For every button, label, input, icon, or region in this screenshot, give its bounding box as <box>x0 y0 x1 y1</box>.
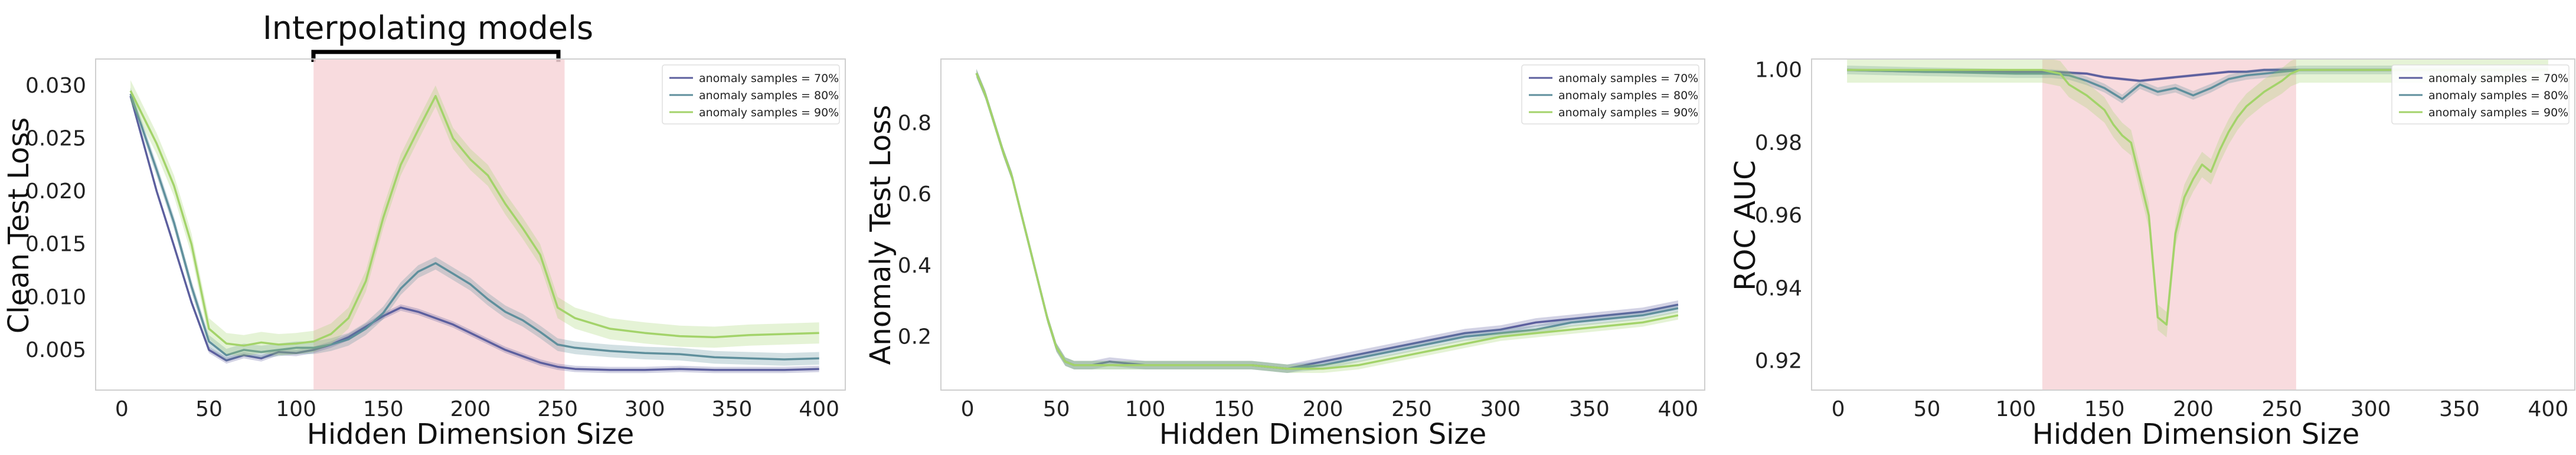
plot-frame <box>940 58 1705 391</box>
legend-label: anomaly samples = 80% <box>1558 89 1698 102</box>
x-tick-label: 150 <box>2084 397 2125 421</box>
y-tick-label: 1.00 <box>1755 58 1802 82</box>
legend-label: anomaly samples = 70% <box>1558 72 1698 85</box>
interpolation-region <box>2042 59 2296 390</box>
x-tick-label: 300 <box>625 397 665 421</box>
x-tick-label: 150 <box>1214 397 1254 421</box>
interpolating-annotation: Interpolating models <box>263 9 593 62</box>
x-tick-label: 50 <box>195 397 223 421</box>
x-tick-label: 50 <box>1043 397 1070 421</box>
series-line-s70 <box>129 96 819 371</box>
x-tick-label: 50 <box>1914 397 1941 421</box>
annotation-bracket <box>311 50 561 62</box>
legend-label: anomaly samples = 70% <box>2428 72 2568 85</box>
y-tick-label: 0.025 <box>25 126 86 150</box>
y-tick-label: 0.2 <box>898 325 931 349</box>
x-tick-label: 150 <box>363 397 404 421</box>
x-tick-label: 0 <box>1832 397 1845 421</box>
x-tick-label: 400 <box>799 397 839 421</box>
x-tick-label: 400 <box>1658 397 1699 421</box>
y-tick-label: 0.005 <box>25 338 86 362</box>
chart-clean-test-loss: 0 50 100 150 200 250 300 350 400 0.005 0.010 0.015 0… <box>2 58 846 451</box>
legend: anomaly samples = 70% anomaly samples = 8… <box>2391 64 2570 125</box>
legend-label: anomaly samples = 90% <box>699 106 839 119</box>
y-axis-label: Anomaly Test Loss <box>864 105 897 365</box>
chart-roc-auc: 0 50 100 150 200 250 300 350 400 0.92 0.94 0.96 0.98… <box>1729 58 2575 451</box>
y-tick-label: 0.010 <box>25 285 86 309</box>
x-tick-label: 100 <box>276 397 316 421</box>
y-tick-label: 0.92 <box>1755 349 1802 374</box>
x-tick-label: 0 <box>115 397 129 421</box>
series-line-s80 <box>1847 68 2548 100</box>
y-tick-label: 0.96 <box>1755 204 1802 228</box>
y-tick-label: 0.6 <box>898 182 931 207</box>
series-line-s90 <box>1847 68 2548 326</box>
y-axis-label: ROC AUC <box>1729 160 1762 290</box>
x-tick-label: 400 <box>2528 397 2569 421</box>
x-tick-label: 250 <box>537 397 578 421</box>
y-tick-label: 0.4 <box>898 254 931 278</box>
x-tick-label: 300 <box>2351 397 2391 421</box>
x-tick-label: 300 <box>1480 397 1521 421</box>
legend-label: anomaly samples = 70% <box>699 72 839 85</box>
plot-frame <box>95 58 846 391</box>
series-line-s80 <box>129 93 819 361</box>
x-tick-label: 250 <box>1391 397 1432 421</box>
chart-anomaly-test-loss: 0 50 100 150 200 250 300 350 400 0.2 0.4 0.6 0.8 anom… <box>864 58 1705 451</box>
legend-label: anomaly samples = 90% <box>2428 106 2568 119</box>
x-tick-label: 200 <box>2173 397 2214 421</box>
x-tick-label: 350 <box>712 397 753 421</box>
x-tick-label: 200 <box>450 397 491 421</box>
x-tick-label: 100 <box>1125 397 1166 421</box>
x-tick-label: 100 <box>1995 397 2036 421</box>
x-tick-label: 0 <box>961 397 975 421</box>
legend-label: anomaly samples = 90% <box>1558 106 1698 119</box>
x-axis-label: Hidden Dimension Size <box>307 418 635 451</box>
y-tick-label: 0.8 <box>898 112 931 136</box>
y-tick-label: 0.030 <box>25 74 86 98</box>
x-tick-label: 250 <box>2261 397 2302 421</box>
series-band-s90 <box>130 80 819 356</box>
y-axis-label: Clean Test Loss <box>2 117 35 334</box>
plot-frame <box>1811 58 2575 391</box>
y-tick-label: 0.020 <box>25 179 86 204</box>
legend-label: anomaly samples = 80% <box>2428 89 2568 102</box>
legend: anomaly samples = 70% anomaly samples = 8… <box>662 64 840 125</box>
legend-label: anomaly samples = 80% <box>699 89 839 102</box>
x-axis-label: Hidden Dimension Size <box>2032 418 2360 451</box>
x-tick-label: 200 <box>1303 397 1343 421</box>
x-tick-label: 350 <box>1569 397 1610 421</box>
series-band-s80 <box>1847 66 2548 104</box>
x-tick-label: 350 <box>2439 397 2480 421</box>
series-line-s90 <box>975 73 1679 370</box>
x-axis-label: Hidden Dimension Size <box>1159 418 1487 451</box>
annotation-text: Interpolating models <box>263 9 593 47</box>
series-line-s90 <box>129 90 819 347</box>
y-tick-label: 0.015 <box>25 233 86 257</box>
y-tick-label: 0.98 <box>1755 131 1802 155</box>
y-tick-label: 0.94 <box>1755 276 1802 300</box>
legend: anomaly samples = 70% anomaly samples = 8… <box>1521 64 1699 125</box>
